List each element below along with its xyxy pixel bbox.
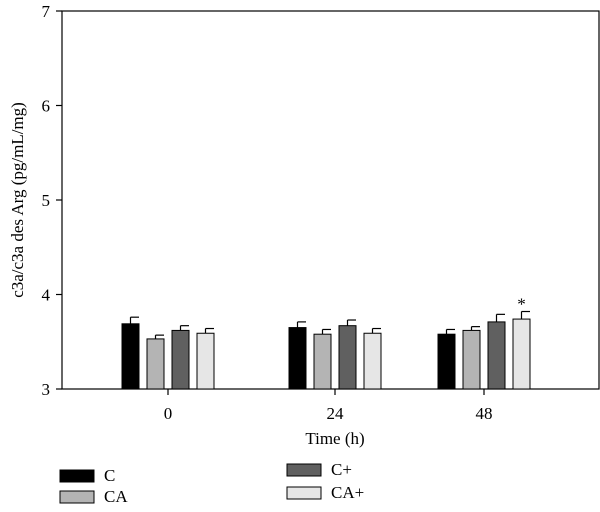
legend-label: CA+	[331, 483, 364, 502]
y-tick-label: 6	[42, 97, 51, 116]
bar	[437, 333, 456, 390]
legend-swatch	[59, 469, 95, 483]
x-tick-label: 24	[327, 404, 345, 423]
bar	[363, 332, 382, 390]
legend-swatch	[59, 490, 95, 504]
bar	[196, 332, 215, 390]
bar	[288, 327, 307, 390]
legend-label: C	[104, 466, 115, 485]
bar	[462, 329, 481, 390]
bar	[512, 318, 531, 390]
y-tick-label: 5	[42, 191, 51, 210]
y-tick-label: 7	[42, 2, 51, 21]
legend: C CA C+ CA+	[59, 460, 364, 506]
bar	[146, 338, 165, 390]
bars	[121, 310, 531, 390]
bar	[121, 323, 140, 390]
bar	[313, 333, 332, 390]
y-axis: 3 4 5 6 7	[42, 2, 62, 399]
x-tick-label: 48	[476, 404, 493, 423]
annotations: *	[517, 295, 526, 314]
bar	[487, 321, 506, 390]
y-tick-label: 4	[42, 286, 51, 305]
y-axis-label: c3a/c3a des Arg (pg/mL/mg)	[8, 102, 27, 298]
legend-label: C+	[331, 460, 352, 479]
x-axis: 0 24 48	[164, 389, 493, 423]
y-tick-label: 3	[42, 380, 51, 399]
x-axis-label: Time (h)	[305, 429, 364, 448]
significance-marker: *	[517, 295, 526, 314]
legend-label: CA	[104, 487, 128, 506]
x-tick-label: 0	[164, 404, 173, 423]
bar	[171, 329, 190, 390]
bar	[338, 325, 357, 390]
legend-swatch	[286, 486, 322, 500]
legend-swatch	[286, 463, 322, 477]
